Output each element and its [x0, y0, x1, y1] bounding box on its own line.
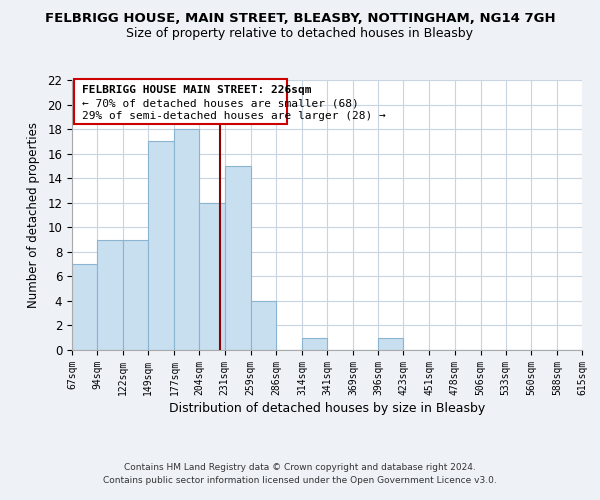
Text: Size of property relative to detached houses in Bleasby: Size of property relative to detached ho…	[127, 28, 473, 40]
Bar	[251, 301, 276, 350]
Text: ← 70% of detached houses are smaller (68): ← 70% of detached houses are smaller (68…	[82, 98, 359, 108]
Bar	[175, 129, 199, 350]
Bar	[72, 264, 97, 350]
X-axis label: Distribution of detached houses by size in Bleasby: Distribution of detached houses by size …	[169, 402, 485, 415]
Bar	[199, 202, 224, 350]
Text: 29% of semi-detached houses are larger (28) →: 29% of semi-detached houses are larger (…	[82, 111, 386, 121]
Text: FELBRIGG HOUSE, MAIN STREET, BLEASBY, NOTTINGHAM, NG14 7GH: FELBRIGG HOUSE, MAIN STREET, BLEASBY, NO…	[44, 12, 556, 26]
Bar	[302, 338, 327, 350]
FancyBboxPatch shape	[74, 78, 287, 124]
Bar	[123, 240, 148, 350]
Bar	[148, 142, 175, 350]
Bar	[378, 338, 403, 350]
Text: Contains HM Land Registry data © Crown copyright and database right 2024.: Contains HM Land Registry data © Crown c…	[124, 464, 476, 472]
Text: Contains public sector information licensed under the Open Government Licence v3: Contains public sector information licen…	[103, 476, 497, 485]
Bar	[224, 166, 251, 350]
Text: FELBRIGG HOUSE MAIN STREET: 226sqm: FELBRIGG HOUSE MAIN STREET: 226sqm	[82, 86, 311, 96]
Bar	[97, 240, 123, 350]
Y-axis label: Number of detached properties: Number of detached properties	[28, 122, 40, 308]
